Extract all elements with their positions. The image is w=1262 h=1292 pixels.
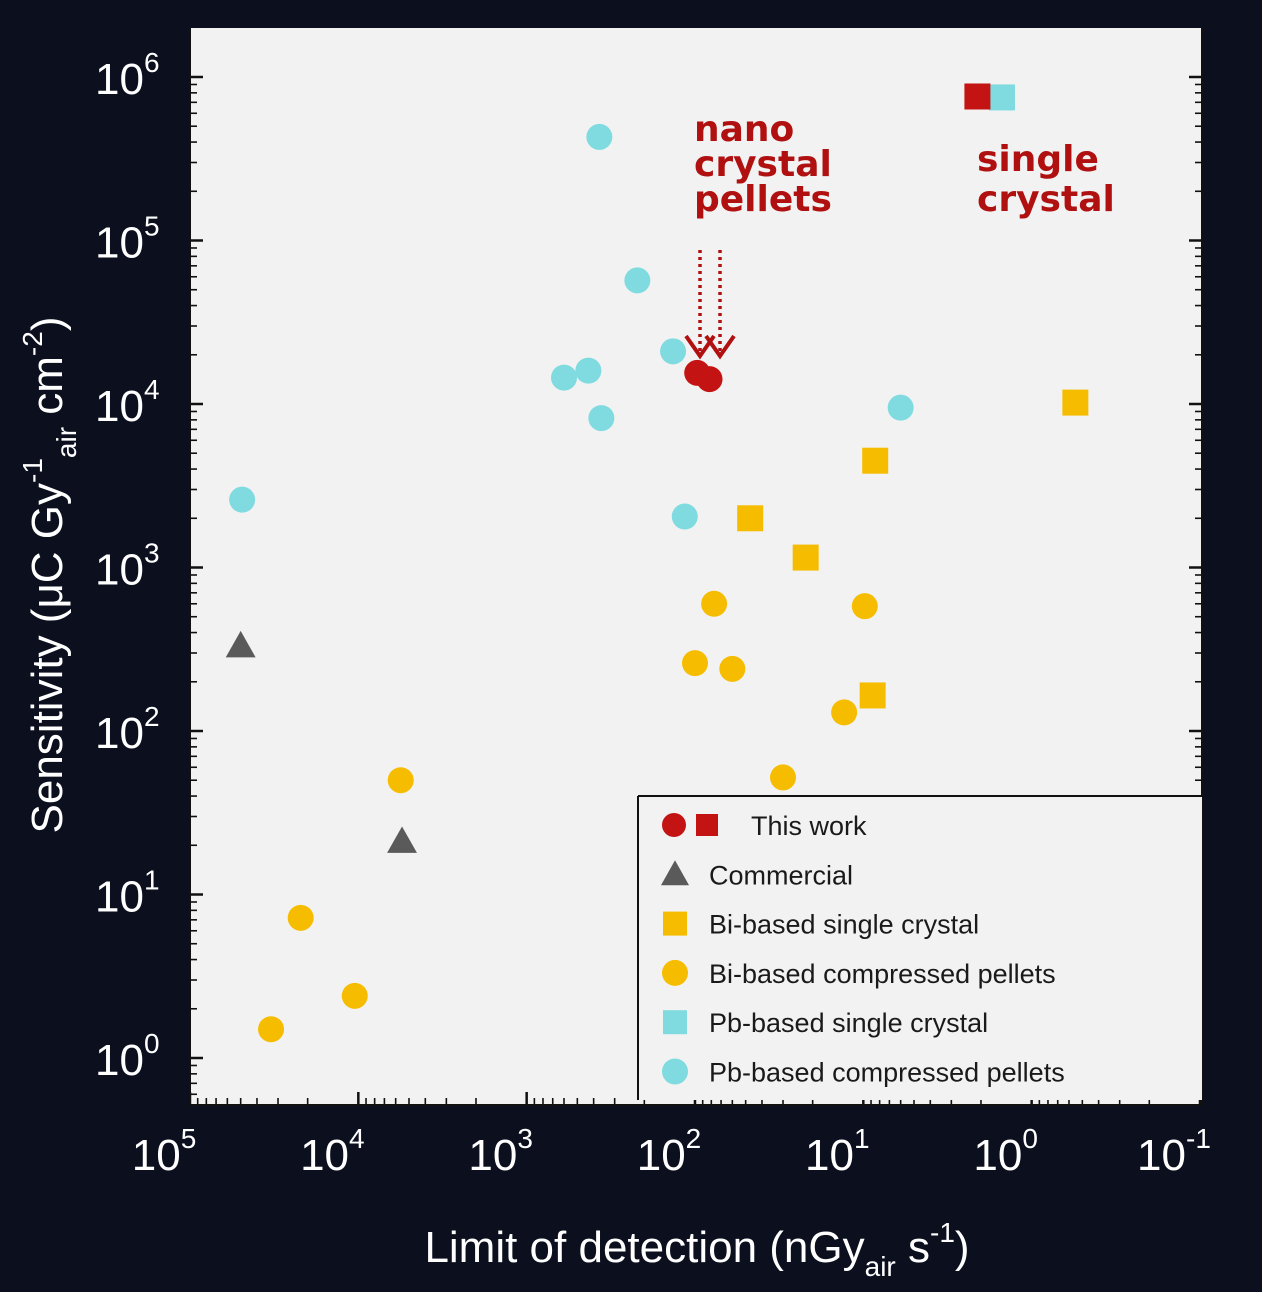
- legend-box: [638, 796, 1202, 1100]
- bi-based-compressed-pellets-circle-point: [719, 655, 746, 682]
- commercial-triangle-point: [225, 630, 256, 658]
- y-tick-label: 104: [95, 374, 160, 431]
- y-tick-label: 101: [95, 865, 160, 922]
- x-tick-label: 102: [637, 1123, 702, 1180]
- x-tick-label: 101: [805, 1123, 870, 1180]
- data-marks: [225, 83, 1089, 1043]
- bi-based-compressed-pellets-circle-point: [701, 590, 728, 617]
- bi-based-compressed-pellets-circle-point: [770, 764, 797, 791]
- this-work-square-point: [964, 83, 991, 110]
- x-axis-title: Limit of detection (nGyair s-1): [424, 1217, 969, 1282]
- legend-marker-square: [696, 814, 718, 836]
- commercial-triangle-point: [387, 826, 417, 853]
- legend-label: This work: [751, 811, 867, 841]
- pb-based-compressed-pellets-circle-point: [671, 503, 698, 530]
- y-tick-label: 103: [95, 538, 160, 595]
- annotation-arrow-head: [704, 334, 736, 360]
- bi-based-single-crystal-square-point: [1062, 389, 1089, 416]
- legend-marker-circle: [662, 813, 686, 837]
- bi-based-compressed-pellets-circle-point: [851, 593, 878, 620]
- legend-marker-triangle: [661, 860, 689, 886]
- bi-based-single-crystal-square-point: [859, 682, 886, 709]
- bi-based-compressed-pellets-circle-point: [831, 699, 858, 726]
- y-axis-title: Sensitivity (μC Gy-1air cm-2): [17, 316, 82, 833]
- axis-titles: Limit of detection (nGyair s-1) Sensitivi…: [17, 316, 970, 1282]
- x-tick-label: 100: [973, 1123, 1038, 1180]
- annotation-nano-crystal-pellets: crystal: [694, 144, 832, 185]
- x-tick-label: 103: [468, 1123, 533, 1180]
- bi-based-compressed-pellets-circle-point: [341, 982, 368, 1009]
- annotation-nano-crystal-pellets: nano: [694, 109, 794, 150]
- legend-label: Bi-based single crystal: [709, 910, 979, 940]
- pb-based-compressed-pellets-circle-point: [586, 123, 613, 150]
- legend-marker-circle: [662, 959, 688, 986]
- bi-based-single-crystal-square-point: [792, 544, 819, 571]
- pb-based-compressed-pellets-circle-point: [624, 267, 651, 294]
- x-tick-label: 105: [132, 1123, 197, 1180]
- bi-based-compressed-pellets-circle-point: [287, 904, 314, 931]
- pb-based-compressed-pellets-circle-point: [588, 405, 615, 432]
- y-tick-label: 100: [95, 1028, 160, 1085]
- annotation-nano-crystal-pellets: pellets: [694, 179, 832, 220]
- y-tick-label: 102: [95, 701, 160, 758]
- legend-label: Pb-based single crystal: [709, 1008, 988, 1038]
- bi-based-single-crystal-square-point: [737, 505, 764, 532]
- pb-based-single-crystal-square-point: [989, 84, 1016, 111]
- legend: This work Commercial Bi-based single cryst…: [637, 795, 1202, 1100]
- pb-based-compressed-pellets-circle-point: [551, 364, 578, 391]
- legend-marker-circle: [662, 1058, 688, 1085]
- legend-marker-square: [663, 911, 687, 936]
- pb-based-compressed-pellets-circle-point: [229, 486, 256, 513]
- axes: 105 104 103 102 101 100 10-1 100 101 102 103 104 105…: [95, 28, 1211, 1180]
- legend-label: Bi-based compressed pellets: [709, 959, 1056, 989]
- x-tick-label: 104: [300, 1123, 365, 1180]
- y-tick-label: 105: [95, 211, 160, 268]
- this-work-circle-point: [696, 366, 723, 393]
- pb-based-compressed-pellets-circle-point: [660, 338, 687, 365]
- pb-based-compressed-pellets-circle-point: [887, 394, 914, 421]
- legend-marker-square: [663, 1010, 687, 1035]
- pb-based-compressed-pellets-circle-point: [575, 357, 602, 384]
- bi-based-compressed-pellets-circle-point: [258, 1016, 285, 1043]
- annotation-single-crystal: single: [977, 139, 1099, 180]
- annotation-single-crystal: crystal: [977, 179, 1115, 220]
- y-tick-label: 106: [95, 47, 160, 104]
- x-tick-label: 10-1: [1137, 1123, 1211, 1180]
- bi-based-single-crystal-square-point: [862, 447, 889, 474]
- bi-based-compressed-pellets-circle-point: [681, 650, 708, 677]
- bi-based-compressed-pellets-circle-point: [387, 767, 414, 794]
- legend-label: Pb-based compressed pellets: [709, 1058, 1065, 1088]
- legend-label: Commercial: [709, 860, 853, 890]
